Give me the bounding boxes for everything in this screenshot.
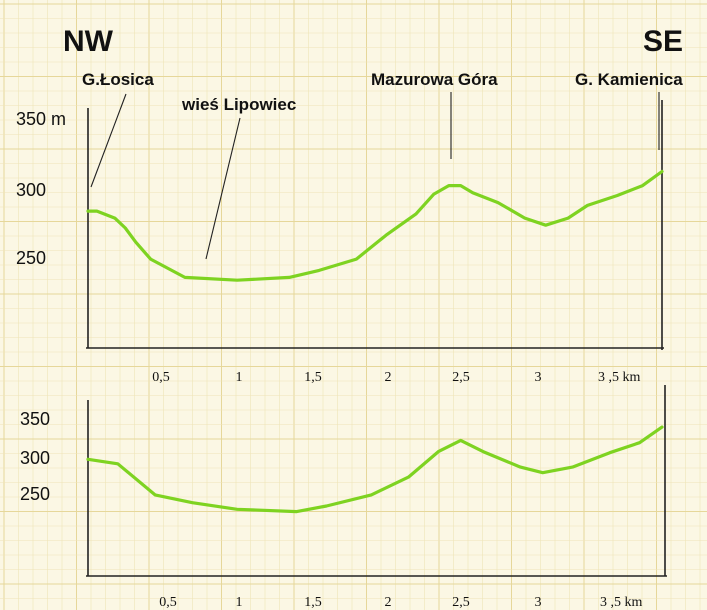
top-y-tick-350: 350 m [16,109,66,129]
direction-nw: NW [63,25,114,58]
place-label-mazurowa-gora: Mazurowa Góra [371,70,498,89]
bottom-x-tick-3-5: 3 ,5 km [600,595,643,610]
bottom-x-tick-1: 1 [236,595,243,610]
leader-line-lipowiec [205,117,241,260]
bottom-x-tick-1-5: 1,5 [304,595,322,610]
top-x-tick-1-5: 1,5 [304,370,322,385]
bottom-x-tick-3: 3 [535,595,542,610]
top-x-tick-3-5: 3 ,5 km [598,370,641,385]
top-x-tick-2: 2 [385,370,392,385]
top-y-tick-300: 300 [16,180,46,200]
place-label-kamienica: G. Kamienica [575,70,683,89]
bottom-x-tick-0-5: 0,5 [159,595,177,610]
bottom-y-tick-350: 350 [20,409,50,429]
top-x-tick-1: 1 [236,370,243,385]
place-label-losica: G.Łosica [82,70,154,89]
top-x-tick-0-5: 0,5 [152,370,170,385]
leader-line-losica [90,93,127,188]
bottom-elevation-profile-line [86,425,664,514]
top-y-tick-250: 250 [16,248,46,268]
bottom-x-tick-2-5: 2,5 [452,595,470,610]
bottom-y-tick-300: 300 [20,448,50,468]
direction-se: SE [643,25,683,58]
top-x-tick-3: 3 [535,370,542,385]
top-x-tick-2-5: 2,5 [452,370,470,385]
bottom-x-tick-2: 2 [385,595,392,610]
place-label-lipowiec: wieś Lipowiec [181,95,296,114]
bottom-y-tick-250: 250 [20,484,50,504]
top-elevation-profile-line [86,169,664,282]
